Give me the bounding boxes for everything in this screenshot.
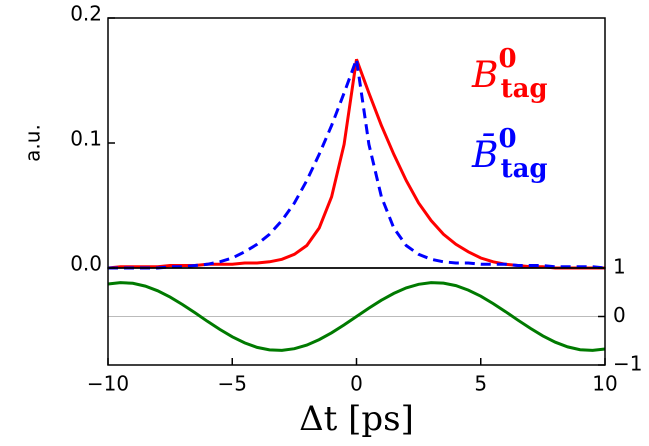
legend-entry: B0 tag <box>471 44 548 104</box>
legend-name: B̄ <box>471 133 498 176</box>
legend-sub: tag <box>501 154 548 184</box>
x-tick-label: 0 <box>350 372 363 396</box>
y2-tick-label: 1 <box>613 255 626 279</box>
series-line <box>108 58 606 270</box>
legend-entry: B̄0 tag <box>471 124 548 184</box>
legend-sup: 0 <box>498 44 516 74</box>
x-tick-label: −10 <box>87 372 129 396</box>
x-tick-label: 10 <box>592 372 617 396</box>
legend-sub: tag <box>501 74 548 104</box>
x-tick-label: −5 <box>218 372 247 396</box>
y-tick-label: 0.0 <box>70 252 102 276</box>
y-axis-label: a.u. <box>21 124 45 162</box>
y-tick-label: 0.2 <box>70 2 102 26</box>
y2-tick-label: −1 <box>613 352 642 376</box>
x-tick-label: 5 <box>474 372 487 396</box>
plot-frame <box>107 267 606 366</box>
legend-name: B <box>471 55 498 96</box>
y-tick-label: 0.1 <box>70 127 102 151</box>
legend-sup: 0 <box>498 124 516 154</box>
plot-frame <box>107 17 606 269</box>
x-axis-label: Δt [ps] <box>299 399 414 439</box>
series-line <box>107 281 606 352</box>
y2-tick-label: 0 <box>613 303 626 327</box>
